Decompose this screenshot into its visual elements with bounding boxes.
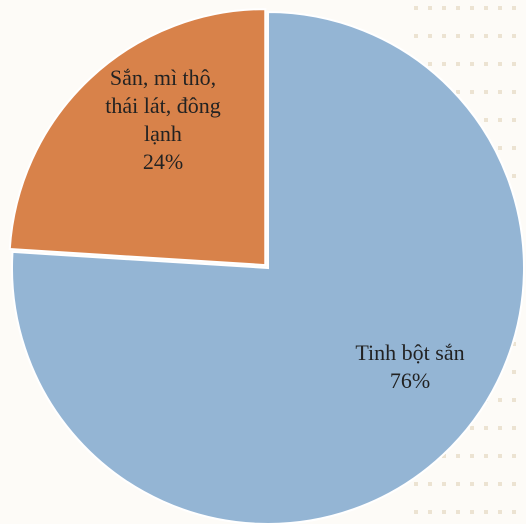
background-dot — [442, 482, 446, 486]
background-dot — [512, 370, 516, 374]
background-dot — [512, 90, 516, 94]
background-dot — [484, 118, 488, 122]
background-dot — [484, 454, 488, 458]
background-dot — [414, 510, 418, 514]
background-dot — [428, 510, 432, 514]
background-dot — [414, 482, 418, 486]
background-dot — [512, 6, 516, 10]
slice-percent-2: 76% — [390, 368, 430, 393]
background-dot — [470, 426, 474, 430]
background-dot — [498, 34, 502, 38]
background-dot — [498, 426, 502, 430]
background-dot — [442, 510, 446, 514]
background-dot — [484, 34, 488, 38]
background-dot — [456, 482, 460, 486]
background-dot — [512, 454, 516, 458]
background-dot — [470, 510, 474, 514]
background-dot — [456, 6, 460, 10]
background-dot — [456, 34, 460, 38]
background-dot — [498, 6, 502, 10]
background-dot — [512, 174, 516, 178]
slice-name-line: Tinh bột sắn — [355, 340, 464, 365]
background-dot — [512, 62, 516, 66]
background-dot — [498, 62, 502, 66]
background-dot — [512, 426, 516, 430]
background-dot — [512, 482, 516, 486]
background-dot — [442, 6, 446, 10]
background-dot — [456, 454, 460, 458]
background-dot — [484, 90, 488, 94]
background-dot — [428, 482, 432, 486]
background-dot — [512, 510, 516, 514]
background-dot — [414, 34, 418, 38]
background-dot — [428, 34, 432, 38]
background-dot — [470, 454, 474, 458]
background-dot — [470, 90, 474, 94]
background-dot — [442, 454, 446, 458]
background-dot — [498, 454, 502, 458]
background-dot — [484, 482, 488, 486]
background-dot — [456, 62, 460, 66]
background-dot — [470, 6, 474, 10]
pie-slices — [8, 8, 525, 524]
slice-name-line: thái lát, đông — [105, 93, 220, 118]
background-dot — [414, 6, 418, 10]
background-dot — [470, 62, 474, 66]
slice-percent-1: 24% — [143, 149, 183, 174]
background-dot — [456, 510, 460, 514]
background-dot — [512, 34, 516, 38]
slice-name-line: Sắn, mì thô, — [110, 65, 216, 90]
background-dot — [498, 118, 502, 122]
background-dot — [428, 6, 432, 10]
background-dot — [456, 90, 460, 94]
background-dot — [428, 62, 432, 66]
background-dot — [512, 146, 516, 150]
background-dot — [484, 6, 488, 10]
background-dot — [498, 90, 502, 94]
background-dot — [484, 510, 488, 514]
background-dot — [484, 62, 488, 66]
background-dot — [512, 398, 516, 402]
background-dot — [498, 482, 502, 486]
background-dot — [498, 398, 502, 402]
background-dot — [498, 146, 502, 150]
background-dot — [442, 62, 446, 66]
background-dot — [512, 118, 516, 122]
background-dot — [470, 34, 474, 38]
pie-slice-1 — [8, 8, 267, 267]
slice-name-line: lạnh — [144, 121, 182, 146]
pie-labels: Sắn, mì thô, thái lát, đông lạnh 24% Tinh bộ… — [105, 65, 464, 393]
background-dot — [512, 342, 516, 346]
pie-slice-2 — [11, 10, 525, 524]
slice-label-2: Tinh bột sắn 76% — [355, 340, 464, 393]
slice-label-1: Sắn, mì thô, thái lát, đông lạnh 24% — [105, 65, 220, 174]
background-dot — [470, 482, 474, 486]
background-dot — [484, 426, 488, 430]
background-dot — [442, 34, 446, 38]
background-dot — [498, 510, 502, 514]
